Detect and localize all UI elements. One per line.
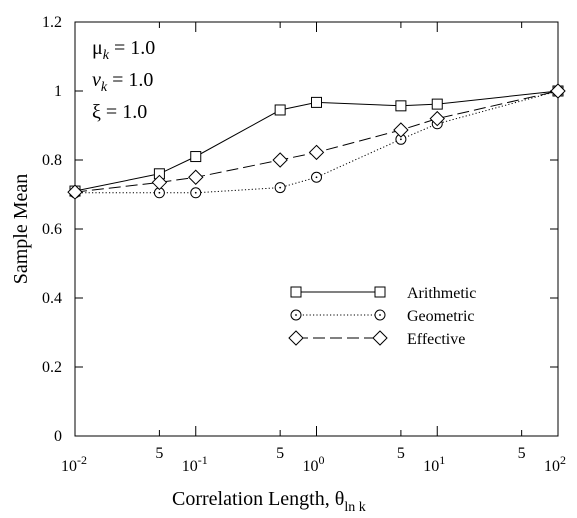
data-point-geometric-dot bbox=[158, 191, 161, 194]
y-axis-label: Sample Mean bbox=[10, 174, 32, 285]
x-tick-exponent: 0 bbox=[319, 453, 325, 467]
x-major-tick-label: 101 bbox=[423, 453, 445, 475]
x-major-tick-label: 10-2 bbox=[61, 453, 87, 475]
data-point-effective bbox=[429, 110, 445, 127]
annotation-symbol: μ bbox=[92, 37, 103, 59]
data-point-geometric-dot bbox=[279, 186, 282, 189]
y-axis-ticks: 0 0.2 0.4 0.6 0.8 1 1.2 bbox=[42, 14, 558, 445]
data-point-geometric-dot bbox=[315, 176, 318, 179]
x-tick-base: 10 bbox=[423, 458, 439, 475]
data-point-arithmetic bbox=[311, 96, 322, 108]
legend-marker-right bbox=[372, 330, 388, 346]
x-major-tick-label: 102 bbox=[544, 453, 566, 475]
series-markers bbox=[67, 83, 566, 200]
x-axis-label: Correlation Length, θln k bbox=[172, 488, 366, 515]
x-minor-tick-label: 5 bbox=[276, 445, 284, 462]
data-point-arithmetic bbox=[431, 98, 443, 110]
x-tick-base: 10 bbox=[182, 458, 198, 475]
data-point-arithmetic bbox=[274, 104, 286, 116]
x-minor-tick-label: 5 bbox=[397, 445, 405, 462]
x-minor-tick-label: 5 bbox=[155, 445, 163, 462]
x-tick-base: 10 bbox=[544, 458, 560, 475]
legend-label: Geometric bbox=[407, 308, 475, 325]
x-tick-exponent: 1 bbox=[439, 453, 445, 467]
axis-labels: Correlation Length, θln k Sample Mean bbox=[10, 174, 366, 515]
legend-label: Effective bbox=[407, 331, 465, 348]
data-point-effective bbox=[550, 83, 566, 99]
annotation-line: ξ = 1.0 bbox=[92, 101, 147, 123]
x-major-tick-label: 100 bbox=[303, 453, 325, 475]
parameter-annotations: μk = 1.0vk = 1.0ξ = 1.0 bbox=[92, 37, 155, 123]
y-tick-label: 1 bbox=[54, 83, 62, 100]
legend-marker-left bbox=[288, 330, 304, 346]
data-point-effective bbox=[393, 122, 409, 138]
legend-marker-right-dot bbox=[379, 314, 381, 316]
data-point-effective bbox=[67, 184, 83, 200]
legend-marker-left-dot bbox=[295, 314, 297, 316]
annotation-value: = 1.0 bbox=[101, 101, 147, 123]
annotation-value: = 1.0 bbox=[109, 37, 155, 59]
y-tick-label: 0.2 bbox=[42, 359, 62, 376]
annotation-line: vk = 1.0 bbox=[92, 69, 153, 95]
legend-marker-left bbox=[290, 286, 302, 298]
x-tick-base: 10 bbox=[61, 458, 77, 475]
x-tick-exponent: 2 bbox=[560, 453, 566, 467]
data-point-arithmetic bbox=[190, 151, 202, 163]
annotation-subscript: k bbox=[101, 80, 108, 95]
data-point-effective bbox=[188, 169, 204, 185]
legend-marker-right bbox=[374, 286, 386, 298]
data-point-effective bbox=[272, 152, 288, 168]
x-axis-label-text: Correlation Length, θ bbox=[172, 488, 344, 510]
legend-label: Arithmetic bbox=[407, 285, 476, 302]
y-tick-label: 0 bbox=[54, 428, 62, 445]
legend: Arithmetic Geometric Effective bbox=[288, 285, 476, 348]
annotation-line: μk = 1.0 bbox=[92, 37, 155, 63]
data-point-arithmetic bbox=[395, 100, 407, 112]
y-tick-label: 0.8 bbox=[42, 152, 62, 169]
data-point-geometric-dot bbox=[400, 138, 402, 141]
annotation-symbol: v bbox=[92, 69, 101, 91]
x-minor-tick-label: 5 bbox=[518, 445, 526, 462]
x-tick-exponent: -2 bbox=[77, 453, 87, 467]
series-line-arithmetic bbox=[74, 90, 559, 192]
y-tick-label: 0.4 bbox=[42, 290, 62, 307]
annotation-subscript: k bbox=[103, 48, 110, 63]
data-point-effective bbox=[308, 144, 325, 161]
data-point-effective bbox=[151, 174, 168, 191]
x-tick-base: 10 bbox=[303, 458, 319, 475]
annotation-value: = 1.0 bbox=[107, 69, 153, 91]
annotation-symbol: ξ bbox=[92, 101, 101, 123]
data-point-geometric-dot bbox=[194, 191, 197, 194]
y-tick-label: 1.2 bbox=[42, 14, 62, 31]
y-tick-label: 0.6 bbox=[42, 221, 62, 238]
x-axis-label-subscript: ln k bbox=[344, 500, 365, 515]
x-major-tick-label: 10-1 bbox=[182, 453, 208, 475]
x-tick-exponent: -1 bbox=[198, 453, 208, 467]
